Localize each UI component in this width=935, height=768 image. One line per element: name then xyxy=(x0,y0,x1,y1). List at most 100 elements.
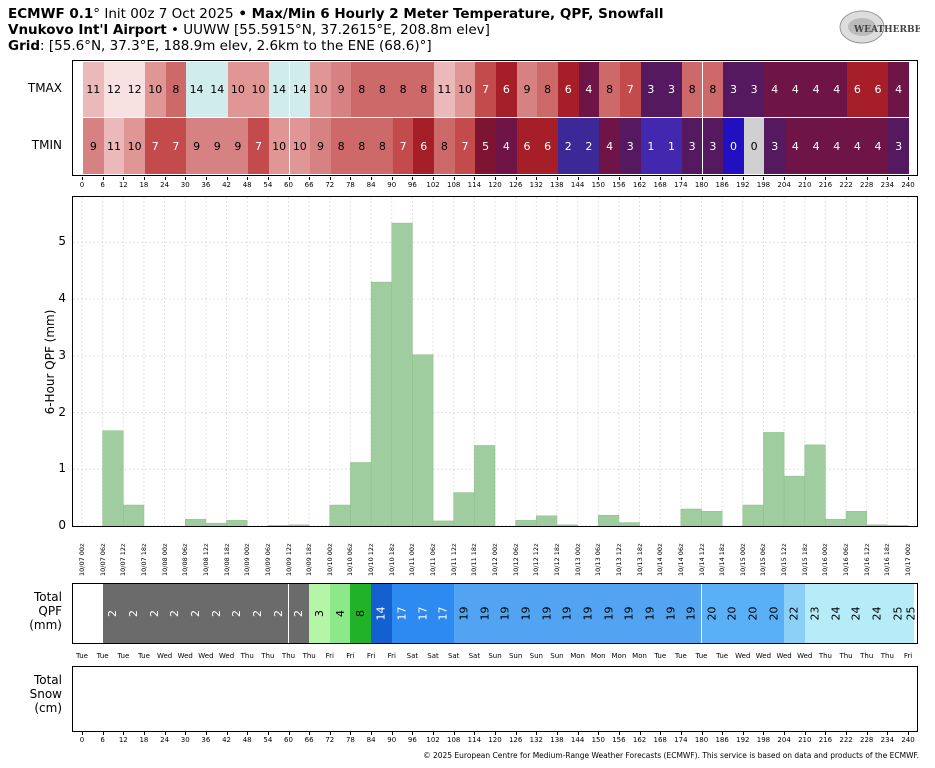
hour-tick-label: 162 xyxy=(632,181,647,189)
qpf-bar xyxy=(453,492,475,526)
total-qpf-value: 17 xyxy=(395,606,409,621)
hour-tick-mark xyxy=(474,177,476,180)
tmax-cell: 8 xyxy=(413,62,435,117)
tmax-cell: 4 xyxy=(764,62,786,117)
hour-tick-label: 60 xyxy=(284,181,293,189)
hour-tick-label: 72 xyxy=(325,736,335,744)
total-qpf-value: 2 xyxy=(127,610,141,617)
tmin-cell: 3 xyxy=(681,118,703,174)
tmin-cell: 4 xyxy=(599,118,620,174)
tmin-cell: 8 xyxy=(351,118,373,174)
total-snow-label-line1: Total xyxy=(33,673,62,687)
day-label: Fri xyxy=(346,652,355,660)
hour-tick-label: 42 xyxy=(222,736,231,744)
tmax-cell: 3 xyxy=(723,62,744,117)
hour-tick-mark xyxy=(680,732,682,735)
tmax-cell: 8 xyxy=(702,62,724,117)
total-snow-panel xyxy=(72,666,918,732)
tmin-cell: 6 xyxy=(516,118,538,174)
total-qpf-label-line1: Total xyxy=(33,590,62,604)
hour-tick-mark xyxy=(742,732,744,735)
total-qpf-value: 19 xyxy=(540,606,554,621)
hour-tick-label: 156 xyxy=(612,181,626,189)
total-qpf-value: 4 xyxy=(333,610,347,617)
hour-tick-label: 168 xyxy=(653,181,667,189)
total-qpf-cell: 4 xyxy=(329,584,351,643)
total-qpf-value: 19 xyxy=(478,606,492,621)
tmin-cell: 4 xyxy=(826,118,848,174)
total-qpf-cell: 2 xyxy=(226,584,248,643)
day-label: Sat xyxy=(427,652,439,660)
hour-tick-mark xyxy=(288,177,290,180)
hour-tick-label: 78 xyxy=(345,736,355,744)
hour-tick-label: 72 xyxy=(325,181,335,189)
qpf-x-tick-label: 10/15 12z xyxy=(780,543,789,576)
hour-tick-mark xyxy=(577,732,579,735)
copyright-footer: © 2025 European Centre for Medium-Range … xyxy=(423,751,919,760)
day-label: Thu xyxy=(839,652,853,660)
hour-tick-mark xyxy=(701,732,703,735)
hour-tick-label: 216 xyxy=(818,181,833,189)
hour-tick-label: 12 xyxy=(118,736,128,744)
qpf-x-tick-label: 10/15 06z xyxy=(759,543,768,576)
qpf-bar xyxy=(205,522,227,526)
qpf-x-tick-label: 10/13 00z xyxy=(573,543,582,576)
total-qpf-value: 2 xyxy=(106,610,120,617)
title-line-1: ECMWF 0.1° Init 00z 7 Oct 2025 • Max/Min… xyxy=(8,6,663,22)
hour-tick-label: 228 xyxy=(860,736,874,744)
hour-tick-label: 192 xyxy=(736,736,750,744)
tmin-cell: 2 xyxy=(578,118,600,174)
total-qpf-value: 19 xyxy=(560,606,574,621)
hour-tick-label: 90 xyxy=(387,736,397,744)
hour-tick-label: 90 xyxy=(387,181,397,189)
tmax-cell: 3 xyxy=(661,62,682,117)
hour-tick-mark xyxy=(102,732,104,735)
day-label: Sun xyxy=(550,652,564,660)
qpf-bar xyxy=(350,462,372,526)
day-label: Wed xyxy=(735,652,751,660)
qpf-bar xyxy=(618,522,640,526)
hour-tick-mark xyxy=(371,177,373,180)
qpf-x-tick-label: 10/10 00z xyxy=(325,543,334,576)
total-qpf-value: 19 xyxy=(643,606,657,621)
hour-tick-label: 6 xyxy=(100,181,105,189)
qpf-x-tick-label: 10/11 12z xyxy=(449,543,458,576)
tmax-cell: 8 xyxy=(599,62,620,117)
qpf-x-tick-label: 10/11 00z xyxy=(408,543,417,576)
total-qpf-cell: 22 xyxy=(784,584,805,643)
hour-tick-mark xyxy=(639,177,641,180)
hour-tick-mark xyxy=(143,732,145,735)
hour-tick-mark xyxy=(205,732,207,735)
total-qpf-cell: 3 xyxy=(309,584,330,643)
qpf-bar xyxy=(288,524,310,526)
day-label: Thu xyxy=(860,652,874,660)
total-qpf-cell: 19 xyxy=(495,584,516,643)
hour-tick-mark xyxy=(825,732,827,735)
total-qpf-cell: 24 xyxy=(866,584,888,643)
day-label: Thu xyxy=(302,652,316,660)
qpf-x-tick-label: 10/15 00z xyxy=(738,543,747,576)
title-line-3: Grid: [55.6°N, 37.3°E, 188.9m elev, 2.6k… xyxy=(8,38,432,54)
hour-tick-label: 42 xyxy=(222,181,231,189)
qpf-x-tick-label: 10/08 12z xyxy=(201,543,210,576)
hour-tick-mark xyxy=(82,177,83,180)
hour-tick-mark xyxy=(164,177,166,180)
hour-tick-label: 144 xyxy=(570,181,585,189)
day-label: Wed xyxy=(797,652,813,660)
hour-tick-mark xyxy=(495,732,496,735)
total-qpf-cell: 19 xyxy=(474,584,495,643)
tmin-cell: 7 xyxy=(392,118,414,174)
hour-tick-mark xyxy=(433,732,435,735)
hour-tick-label: 54 xyxy=(263,736,273,744)
tmax-cell: 4 xyxy=(785,62,806,117)
tmax-cell: 3 xyxy=(640,62,662,117)
qpf-x-tick-label: 10/13 12z xyxy=(614,543,623,576)
hour-tick-mark xyxy=(267,732,269,735)
tmax-cell: 12 xyxy=(124,62,145,117)
total-qpf-panel: 2 2 2 2 2 2 2 2 2 2 3 4 8 14 17 17 17 19 19 19 19 19 19 19 19 19 1… xyxy=(72,583,918,644)
qpf-bar xyxy=(391,222,413,526)
hour-tick-mark xyxy=(556,177,558,180)
weatherbell-logo: WEATHERBELL xyxy=(836,8,935,46)
hour-tick-label: 216 xyxy=(818,736,833,744)
hour-tick-mark xyxy=(536,177,538,180)
